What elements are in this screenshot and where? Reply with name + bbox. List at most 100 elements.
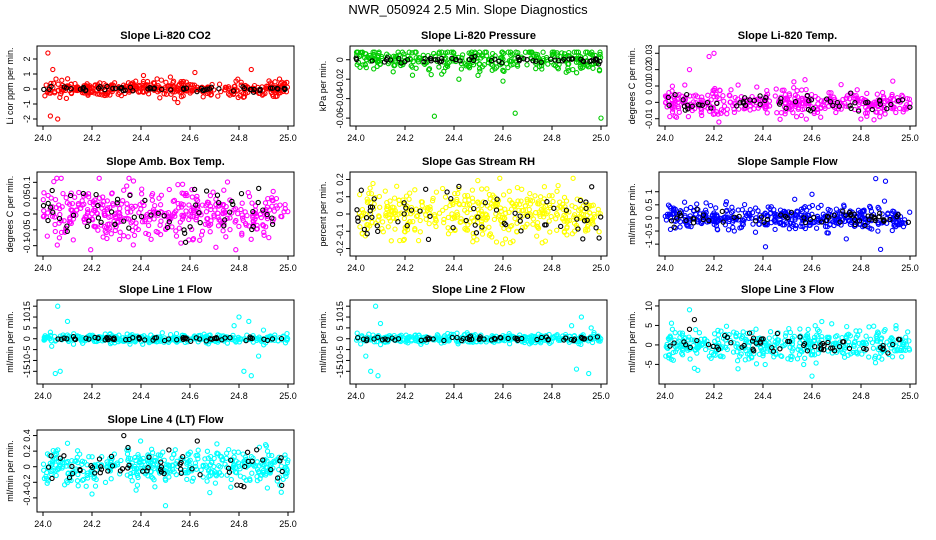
data-point [773,86,779,92]
data-point [158,192,165,198]
x-tick-label: 25.0 [592,263,610,273]
data-point [727,93,733,99]
data-point [774,110,780,116]
data-point [884,106,890,112]
data-point [576,52,582,59]
data-point [729,204,735,210]
data-point [829,321,835,327]
data-point [269,203,275,209]
data-point [96,175,102,181]
data-point [707,202,714,209]
data-point [711,50,717,56]
data-point [262,200,269,206]
data-point [590,65,596,71]
data-point [190,236,197,242]
data-point [216,86,222,92]
x-tick-label: 24.0 [34,519,52,529]
data-point [448,196,454,202]
x-tick-label: 25.0 [901,263,919,273]
data-point [449,55,455,61]
data-point [735,82,741,88]
data-point [353,55,359,61]
data-point [372,303,379,309]
data-point [533,58,539,64]
data-point [858,116,864,122]
data-point [766,335,772,341]
data-point [171,84,177,90]
data-point [197,472,203,478]
x-tick-label: 25.0 [901,391,919,401]
data-point [682,82,688,88]
data-point [666,102,672,108]
data-point [821,99,827,105]
data-point [687,356,693,362]
data-point [121,432,127,439]
data-point [464,192,471,199]
data-point [752,229,759,235]
data-point [171,197,178,204]
panel-title: Slope Line 2 Flow [432,284,525,296]
data-point [753,326,759,332]
data-point [893,109,899,116]
data-point [126,225,132,231]
x-tick-label: 24.8 [852,133,870,143]
series-highlight [41,83,288,95]
data-point [426,66,433,72]
data-point [46,86,52,92]
data-point [899,354,905,360]
data-point [194,193,200,200]
y-tick-label: 0 [335,57,345,62]
data-point [228,476,234,483]
data-point [737,100,743,106]
data-point [805,103,812,109]
data-point [179,181,186,187]
data-point [264,485,271,491]
data-point [864,113,870,119]
panel-title: Slope Line 3 Flow [741,284,834,296]
series-yellow [356,175,603,247]
data-point [139,186,145,192]
data-point [538,59,544,65]
y-tick-label: 5 [335,325,345,330]
data-point [235,210,241,217]
data-point [570,66,576,73]
series-highlight [353,53,603,67]
data-point [777,346,783,352]
data-point [871,102,878,108]
data-point [216,81,223,87]
data-point [199,202,206,208]
data-point [52,370,58,377]
y-tick-label: 10 [22,312,32,322]
panel-title: Slope Line 1 Flow [119,284,212,296]
data-point [238,206,244,213]
data-point [766,103,773,109]
data-point [198,232,205,238]
data-point [140,72,147,79]
data-point [777,116,783,122]
data-point [417,217,423,224]
data-point [138,191,145,197]
data-point [83,483,89,489]
data-point [49,475,55,482]
data-point [149,197,156,203]
data-point [863,333,869,339]
data-point [64,440,71,446]
data-point [82,87,89,94]
data-point [469,187,476,193]
data-point [248,236,254,242]
data-point [360,62,366,68]
x-tick-label: 24.6 [181,391,199,401]
data-point [55,81,61,87]
data-point [501,68,507,75]
data-point [514,63,521,69]
data-point [358,187,364,193]
data-point [40,203,47,209]
data-point [372,49,378,55]
data-point [667,113,673,120]
data-point [811,110,817,117]
data-point [173,233,180,239]
data-point [102,86,108,93]
series-magenta [40,175,291,253]
data-point [721,103,728,109]
